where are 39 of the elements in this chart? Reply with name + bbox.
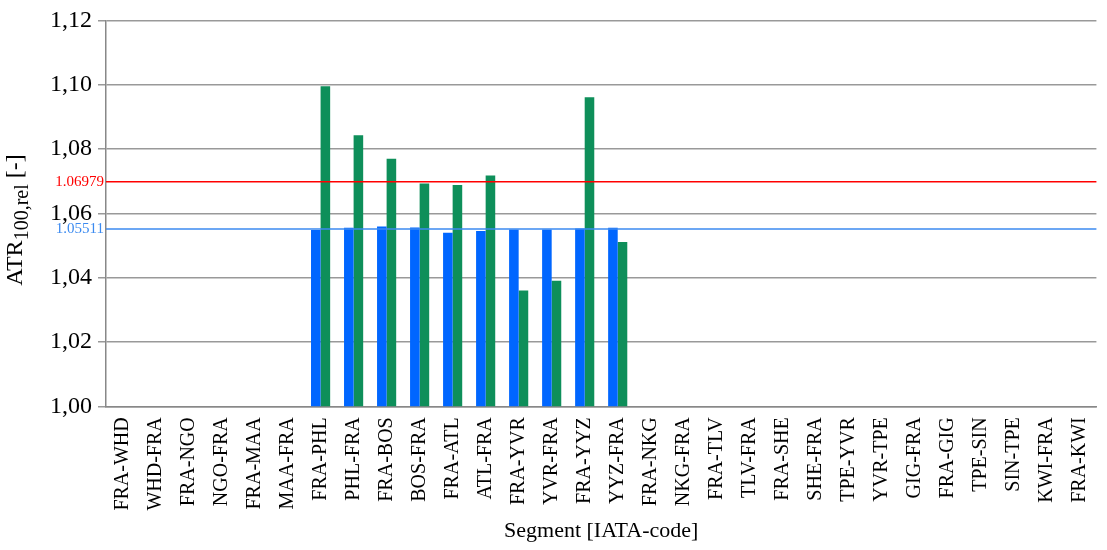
x-tick-label: GIG-FRA: [902, 416, 925, 499]
x-tick-label: ATL-FRA: [472, 416, 495, 500]
x-tick-label: FRA-GIG: [935, 417, 958, 499]
y-tick-label: 1,10: [50, 70, 92, 97]
x-tick-label: FRA-PHL: [307, 417, 330, 501]
x-tick-label: YVR-TPE: [869, 417, 892, 502]
x-tick-label: BOS-FRA: [406, 416, 429, 502]
x-tick-label: FRA-WHD: [109, 417, 132, 511]
x-tick-label: YYZ-FRA: [604, 416, 627, 504]
x-tick-label: FRA-SHE: [770, 417, 793, 501]
y-tick-label: 1,04: [50, 262, 92, 289]
x-tick-label: FRA-TLV: [704, 416, 726, 500]
x-tick-label: WHD-FRA: [142, 416, 165, 511]
y-tick-label: 1,12: [50, 5, 92, 32]
x-tick-label: FRA-BOS: [373, 417, 396, 502]
x-tick-label: FRA-NKG: [637, 417, 660, 507]
x-tick-label: FRA-MAA: [241, 416, 264, 510]
x-tick-label: FRA-ATL: [439, 417, 462, 500]
x-tick-label: MAA-FRA: [274, 416, 297, 510]
y-tick-label: 1,06: [50, 198, 92, 225]
y-tick-label: 1,02: [50, 327, 92, 354]
x-tick-label: SHE-FRA: [803, 416, 826, 501]
x-tick-label: PHL-FRA: [340, 416, 363, 501]
ref-line-label: 1.06979: [55, 172, 104, 189]
x-axis-title: Segment [IATA-code]: [504, 516, 699, 542]
x-tick-label: SIN-TPE: [1001, 417, 1024, 492]
x-tick-label: TLV-FRA: [737, 416, 760, 499]
x-tick-label: FRA-YYZ: [571, 417, 594, 504]
x-tick-label: NGO-FRA: [208, 416, 231, 507]
x-tick-label: FRA-NGO: [175, 417, 198, 507]
x-tick-label: TPE-YVR: [836, 416, 859, 502]
x-tick-label: FRA-YVR: [505, 416, 528, 506]
x-tick-label: TPE-SIN: [968, 417, 991, 492]
y-tick-label: 1,00: [50, 391, 92, 418]
x-tick-label: KWI-FRA: [1034, 416, 1057, 503]
y-tick-label: 1,08: [50, 134, 92, 161]
x-tick-label: NKG-FRA: [670, 416, 693, 507]
x-tick-label: FRA-KWI: [1067, 417, 1090, 503]
x-tick-label: YVR-FRA: [538, 416, 561, 506]
